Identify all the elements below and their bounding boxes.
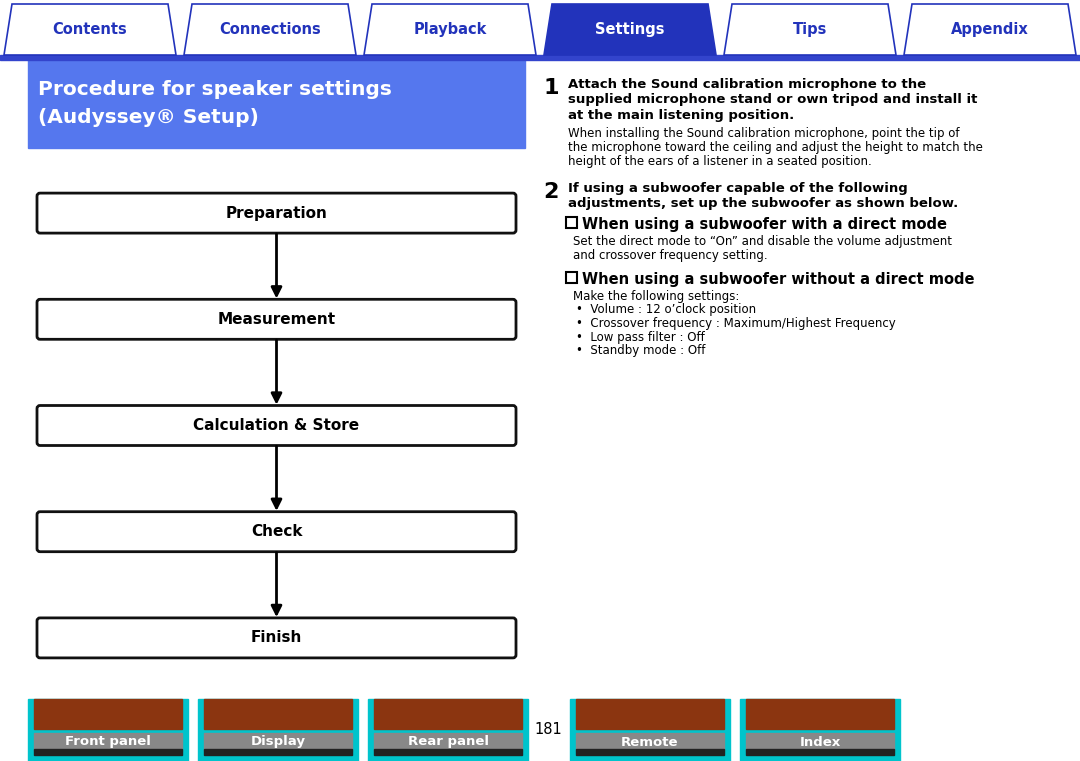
Bar bbox=[368, 699, 528, 761]
FancyBboxPatch shape bbox=[37, 406, 516, 445]
Text: Measurement: Measurement bbox=[217, 312, 336, 326]
Text: Contents: Contents bbox=[53, 22, 127, 37]
Text: •  Standby mode : Off: • Standby mode : Off bbox=[576, 344, 705, 357]
Bar bbox=[740, 699, 900, 761]
Polygon shape bbox=[544, 4, 716, 55]
Text: Index: Index bbox=[799, 735, 840, 749]
Bar bbox=[0, 55, 1080, 60]
Bar bbox=[204, 749, 352, 755]
Polygon shape bbox=[904, 4, 1076, 55]
Bar bbox=[374, 749, 522, 755]
FancyBboxPatch shape bbox=[566, 272, 577, 283]
Text: •  Crossover frequency : Maximum/Highest Frequency: • Crossover frequency : Maximum/Highest … bbox=[576, 317, 895, 330]
Text: (Audyssey® Setup): (Audyssey® Setup) bbox=[38, 108, 259, 127]
Text: Playback: Playback bbox=[414, 22, 487, 37]
Text: at the main listening position.: at the main listening position. bbox=[568, 109, 794, 122]
Polygon shape bbox=[364, 4, 536, 55]
Bar bbox=[204, 699, 352, 729]
Text: Preparation: Preparation bbox=[226, 205, 327, 221]
Polygon shape bbox=[184, 4, 356, 55]
Text: •  Low pass filter : Off: • Low pass filter : Off bbox=[576, 330, 705, 343]
Bar bbox=[204, 733, 352, 751]
Text: Settings: Settings bbox=[595, 22, 665, 37]
Text: adjustments, set up the subwoofer as shown below.: adjustments, set up the subwoofer as sho… bbox=[568, 198, 958, 211]
Text: Tips: Tips bbox=[793, 22, 827, 37]
Text: Appendix: Appendix bbox=[951, 22, 1029, 37]
Text: height of the ears of a listener in a seated position.: height of the ears of a listener in a se… bbox=[568, 154, 872, 167]
Bar bbox=[576, 733, 724, 751]
Text: Check: Check bbox=[251, 524, 302, 540]
Text: Connections: Connections bbox=[219, 22, 321, 37]
Bar bbox=[28, 699, 188, 761]
Bar bbox=[746, 733, 894, 751]
FancyBboxPatch shape bbox=[37, 299, 516, 339]
Polygon shape bbox=[4, 4, 176, 55]
Text: the microphone toward the ceiling and adjust the height to match the: the microphone toward the ceiling and ad… bbox=[568, 141, 983, 154]
Text: When using a subwoofer without a direct mode: When using a subwoofer without a direct … bbox=[582, 272, 974, 287]
Polygon shape bbox=[724, 4, 896, 55]
FancyBboxPatch shape bbox=[566, 217, 577, 228]
Text: 181: 181 bbox=[535, 722, 562, 737]
Text: Remote: Remote bbox=[621, 735, 678, 749]
Bar bbox=[576, 699, 724, 729]
Text: Set the direct mode to “On” and disable the volume adjustment: Set the direct mode to “On” and disable … bbox=[573, 235, 951, 248]
Text: Attach the Sound calibration microphone to the: Attach the Sound calibration microphone … bbox=[568, 78, 927, 91]
Text: Rear panel: Rear panel bbox=[407, 735, 488, 749]
Text: Front panel: Front panel bbox=[65, 735, 151, 749]
Bar bbox=[33, 699, 183, 729]
Text: When installing the Sound calibration microphone, point the tip of: When installing the Sound calibration mi… bbox=[568, 128, 959, 141]
Bar bbox=[576, 749, 724, 755]
Text: •  Volume : 12 o’clock position: • Volume : 12 o’clock position bbox=[576, 304, 756, 317]
Text: and crossover frequency setting.: and crossover frequency setting. bbox=[573, 249, 768, 262]
Bar bbox=[746, 749, 894, 755]
Text: 2: 2 bbox=[543, 182, 558, 202]
Bar bbox=[28, 60, 525, 148]
Bar bbox=[374, 733, 522, 751]
Text: Calculation & Store: Calculation & Store bbox=[193, 418, 360, 433]
Text: supplied microphone stand or own tripod and install it: supplied microphone stand or own tripod … bbox=[568, 94, 977, 107]
Bar bbox=[33, 749, 183, 755]
FancyBboxPatch shape bbox=[37, 511, 516, 552]
Text: If using a subwoofer capable of the following: If using a subwoofer capable of the foll… bbox=[568, 182, 908, 195]
FancyBboxPatch shape bbox=[37, 618, 516, 658]
Bar bbox=[746, 699, 894, 729]
Bar bbox=[570, 699, 730, 761]
Text: Display: Display bbox=[251, 735, 306, 749]
Text: When using a subwoofer with a direct mode: When using a subwoofer with a direct mod… bbox=[582, 217, 947, 232]
Text: Finish: Finish bbox=[251, 630, 302, 645]
Bar bbox=[374, 699, 522, 729]
Text: Procedure for speaker settings: Procedure for speaker settings bbox=[38, 80, 392, 99]
Text: Make the following settings:: Make the following settings: bbox=[573, 290, 740, 303]
FancyBboxPatch shape bbox=[37, 193, 516, 233]
Bar bbox=[198, 699, 357, 761]
Bar bbox=[33, 733, 183, 751]
Text: 1: 1 bbox=[543, 78, 558, 98]
